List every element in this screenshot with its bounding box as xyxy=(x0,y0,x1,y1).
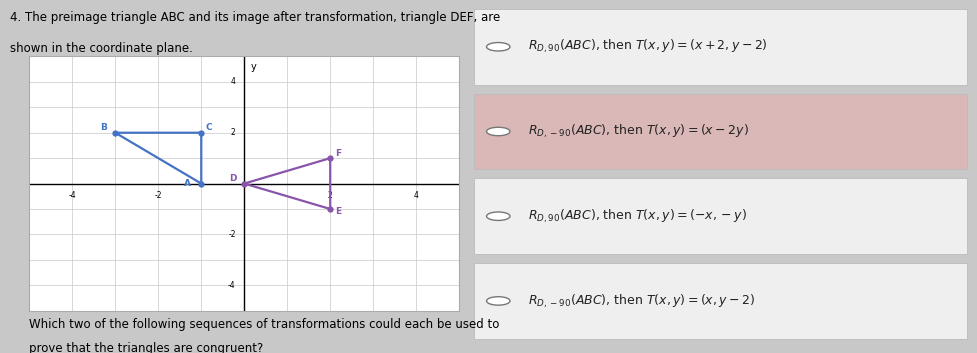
Text: -2: -2 xyxy=(229,230,235,239)
Text: prove that the triangles are congruent?: prove that the triangles are congruent? xyxy=(29,342,264,353)
Text: Which two of the following sequences of transformations could each be used to: Which two of the following sequences of … xyxy=(29,318,499,331)
Text: E: E xyxy=(335,207,342,216)
Text: -2: -2 xyxy=(154,191,162,200)
Text: D: D xyxy=(230,174,236,183)
Text: -4: -4 xyxy=(228,281,235,290)
Text: shown in the coordinate plane.: shown in the coordinate plane. xyxy=(10,42,192,55)
Text: $R_{D,90}(ABC)$, then $T(x,y) = (x+2, y-2)$: $R_{D,90}(ABC)$, then $T(x,y) = (x+2, y-… xyxy=(528,38,767,55)
Text: 4: 4 xyxy=(414,191,418,200)
Text: -4: -4 xyxy=(68,191,76,200)
Text: $R_{D,-90}(ABC)$, then $T(x,y) = (x,y-2)$: $R_{D,-90}(ABC)$, then $T(x,y) = (x,y-2)… xyxy=(528,292,755,310)
Text: 4. The preimage triangle ABC and its image after transformation, triangle DEF, a: 4. The preimage triangle ABC and its ima… xyxy=(10,11,500,24)
Text: F: F xyxy=(335,149,342,157)
Text: A: A xyxy=(184,179,191,188)
Text: 2: 2 xyxy=(328,191,332,200)
Text: 2: 2 xyxy=(231,128,235,137)
Text: C: C xyxy=(205,123,212,132)
Text: y: y xyxy=(251,61,256,72)
Text: B: B xyxy=(101,123,107,132)
Text: $R_{D,90}(ABC)$, then $T(x,y) = (-x,-y)$: $R_{D,90}(ABC)$, then $T(x,y) = (-x,-y)$ xyxy=(528,208,746,225)
Text: 4: 4 xyxy=(231,77,235,86)
Text: $R_{D,-90}(ABC)$, then $T(x,y) = (x-2y)$: $R_{D,-90}(ABC)$, then $T(x,y) = (x-2y)$ xyxy=(528,123,748,140)
